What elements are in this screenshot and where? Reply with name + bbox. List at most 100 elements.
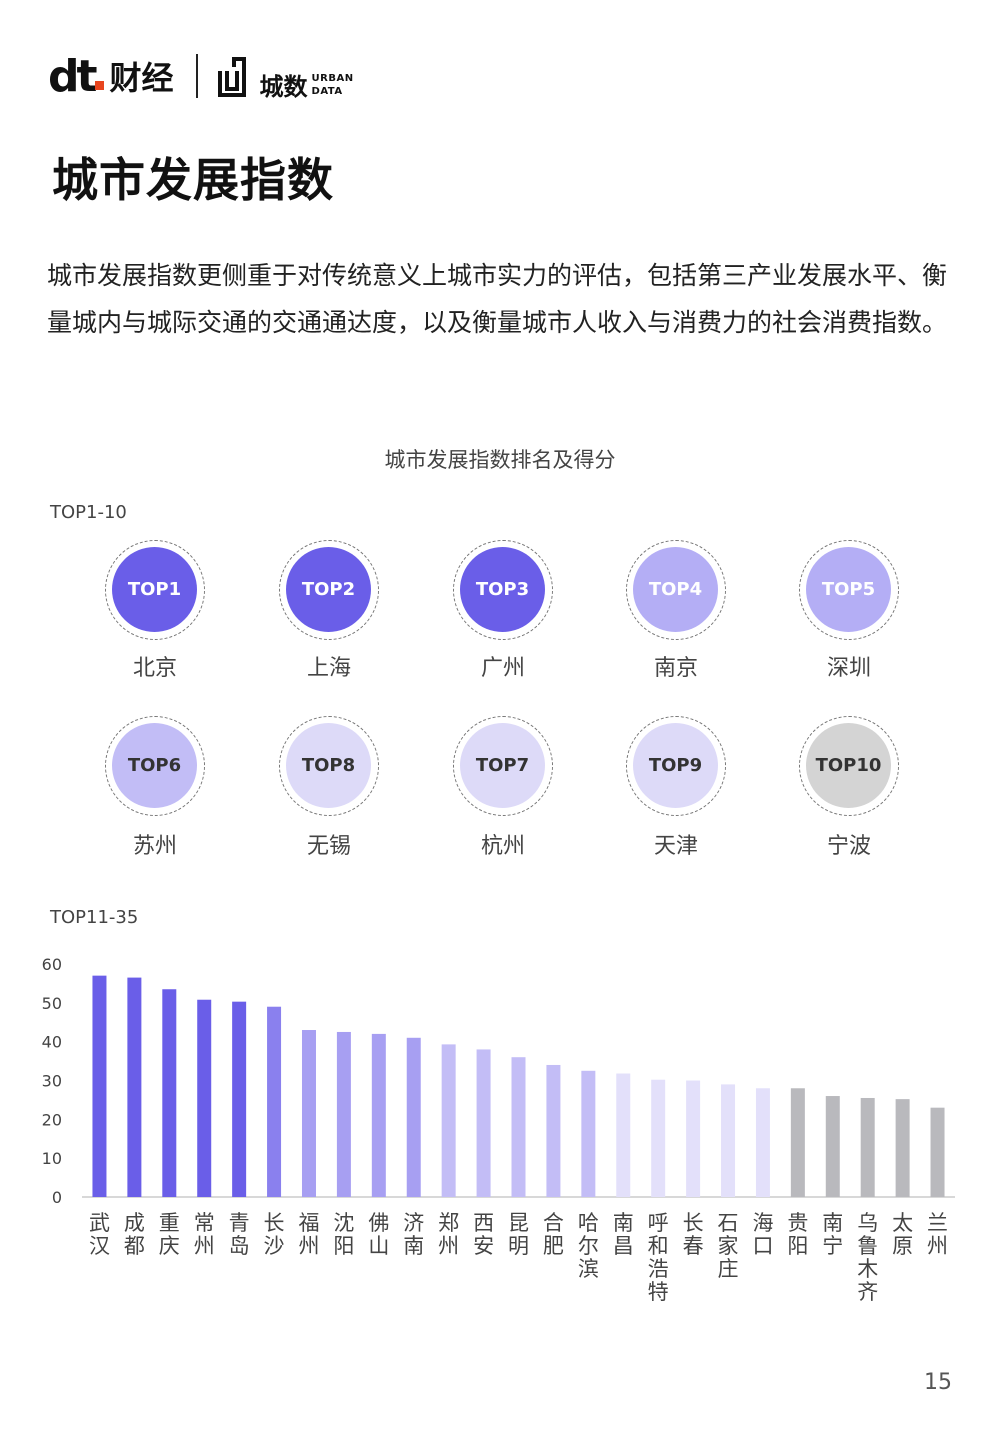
y-tick-label: 20 <box>42 1110 62 1129</box>
rank-circle-fill: TOP4 <box>633 547 718 632</box>
x-tick-label: 合肥 <box>543 1211 564 1258</box>
top11-35-section-label: TOP11-35 <box>50 907 139 928</box>
rank-city-name: 广州 <box>480 656 525 681</box>
x-tick-label: 呼和浩特 <box>648 1211 669 1304</box>
rank-circle-fill: TOP10 <box>806 723 891 808</box>
x-tick-label: 哈尔滨 <box>578 1211 599 1281</box>
rank-label: TOP6 <box>127 755 182 776</box>
bar <box>895 1099 910 1197</box>
brand-logo-dt: dt <box>48 50 98 102</box>
x-tick-label: 青岛 <box>229 1211 250 1258</box>
bar <box>511 1057 526 1197</box>
bar <box>686 1080 701 1197</box>
bar <box>406 1037 421 1197</box>
rank-circle: TOP1 <box>105 540 205 640</box>
rank-circle-fill: TOP5 <box>806 547 891 632</box>
rank-city-name: 苏州 <box>132 834 177 859</box>
bar <box>336 1031 351 1197</box>
x-tick-label: 重庆 <box>159 1211 180 1258</box>
bar <box>371 1033 386 1197</box>
x-tick-label: 成都 <box>124 1211 145 1258</box>
x-tick-label: 兰州 <box>927 1211 948 1258</box>
rank-label: TOP2 <box>301 579 356 600</box>
brand-data-text: DATA <box>311 86 343 97</box>
x-tick-label: 石家庄 <box>718 1211 739 1281</box>
rank-circle: TOP3 <box>453 540 553 640</box>
bar <box>267 1006 282 1197</box>
rank-city-name: 无锡 <box>306 834 351 859</box>
x-tick-label: 武汉 <box>89 1211 110 1258</box>
rank-circle: TOP6 <box>105 716 205 816</box>
bar <box>581 1070 596 1197</box>
urban-data-logo-icon <box>217 57 246 97</box>
rank-city-name: 宁波 <box>826 834 871 859</box>
bar <box>651 1079 666 1197</box>
y-tick-label: 30 <box>42 1072 62 1091</box>
rank-circle-fill: TOP8 <box>286 723 371 808</box>
brand-header: dt 财经 城数 URBAN DATA <box>48 46 354 106</box>
rank-label: TOP8 <box>301 755 356 776</box>
rank-circle-fill: TOP9 <box>633 723 718 808</box>
x-tick-label: 乌鲁木齐 <box>857 1211 878 1304</box>
brand-divider <box>195 54 198 98</box>
rank-circle-fill: TOP3 <box>460 547 545 632</box>
x-tick-label: 佛山 <box>368 1211 389 1258</box>
bar <box>441 1044 456 1197</box>
rank-label: TOP4 <box>648 579 703 600</box>
bar <box>860 1097 875 1197</box>
y-tick-label: 60 <box>42 955 62 974</box>
brand-logo-dot <box>94 80 104 90</box>
x-tick-label: 南宁 <box>822 1211 843 1258</box>
rank-circle: TOP4 <box>626 540 726 640</box>
brand-urban-data: URBAN DATA <box>312 72 354 98</box>
rank-city-name: 杭州 <box>480 834 525 859</box>
rank-city-name: 上海 <box>306 656 351 681</box>
rank-circle-fill: TOP1 <box>112 547 197 632</box>
x-tick-label: 沈阳 <box>333 1211 354 1258</box>
rank-label: TOP10 <box>815 755 882 776</box>
y-tick-label: 0 <box>52 1188 62 1207</box>
bar <box>301 1030 316 1197</box>
x-tick-label: 长春 <box>683 1211 704 1258</box>
x-tick-label: 长沙 <box>264 1211 285 1258</box>
rank-label: TOP1 <box>127 579 182 600</box>
page-title: 城市发展指数 <box>52 153 334 207</box>
rank-circle: TOP5 <box>799 540 899 640</box>
bar <box>546 1064 561 1197</box>
rank-circle: TOP2 <box>279 540 379 640</box>
x-tick-label: 昆明 <box>508 1211 529 1258</box>
x-tick-label: 郑州 <box>438 1211 459 1258</box>
rank-city-name: 北京 <box>132 656 177 681</box>
brand-urban-text: URBAN <box>311 73 354 84</box>
bar <box>930 1107 945 1197</box>
bar <box>790 1088 805 1197</box>
intro-paragraph: 城市发展指数更侧重于对传统意义上城市实力的评估，包括第三产业发展水平、衡量城内与… <box>47 261 948 337</box>
x-tick-label: 福州 <box>298 1211 319 1258</box>
rank-label: TOP3 <box>475 579 530 600</box>
x-tick-label: 海口 <box>752 1211 773 1258</box>
brand-name: 财经 <box>109 59 174 97</box>
bar <box>162 989 177 1197</box>
chart-title: 城市发展指数排名及得分 <box>384 448 616 472</box>
rank-label: TOP5 <box>821 579 876 600</box>
brand-chengshu: 城数 <box>259 72 308 101</box>
x-tick-label: 济南 <box>403 1211 424 1258</box>
rank-label: TOP7 <box>475 755 530 776</box>
bar <box>92 975 107 1197</box>
y-tick-label: 50 <box>42 994 62 1013</box>
bar <box>825 1096 840 1197</box>
rank-city-name: 南京 <box>653 656 698 681</box>
x-tick-label: 太原 <box>892 1211 913 1258</box>
bar <box>127 977 142 1197</box>
bar <box>755 1088 770 1197</box>
rank-label: TOP9 <box>648 755 703 776</box>
top10-section-label: TOP1-10 <box>50 502 127 523</box>
rank-circle-fill: TOP6 <box>112 723 197 808</box>
y-tick-label: 40 <box>42 1033 62 1052</box>
bar <box>616 1073 631 1197</box>
x-tick-label: 贵阳 <box>787 1211 808 1258</box>
bar <box>232 1001 247 1197</box>
x-tick-label: 西安 <box>473 1211 494 1258</box>
x-tick-label: 常州 <box>194 1211 215 1258</box>
rank-circle: TOP10 <box>799 716 899 816</box>
